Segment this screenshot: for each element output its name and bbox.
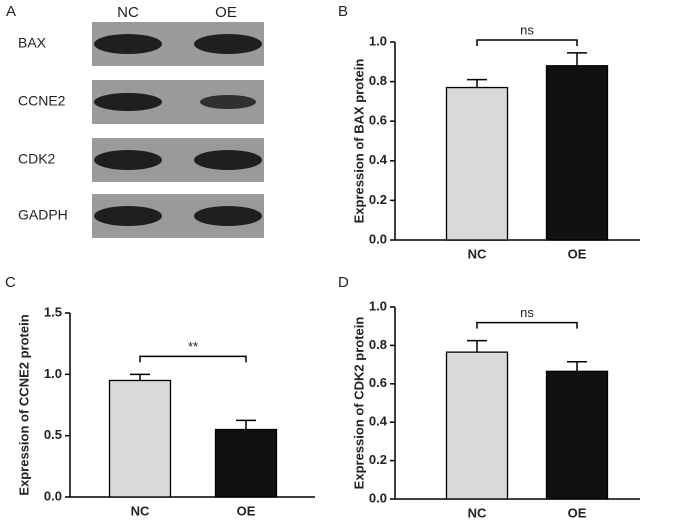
blot-row-label: CDK2 xyxy=(18,151,56,167)
significance-label: ns xyxy=(520,305,534,320)
y-tick-label: 0.2 xyxy=(369,452,387,467)
y-tick-label: 1.5 xyxy=(44,304,62,319)
y-axis-label: Expression of CCNE2 protein xyxy=(16,314,31,495)
y-tick-label: 0.8 xyxy=(369,73,387,88)
y-tick-label: 0.6 xyxy=(369,375,387,390)
y-tick-label: 1.0 xyxy=(369,33,387,48)
y-tick-label: 0.0 xyxy=(369,231,387,246)
x-tick-label: NC xyxy=(468,505,487,520)
blot-band xyxy=(94,34,162,54)
x-tick-label: NC xyxy=(468,246,487,261)
significance-bracket xyxy=(476,39,578,46)
y-tick-label: 0.0 xyxy=(369,490,387,505)
blot-row-label: GADPH xyxy=(18,207,68,223)
y-tick-label: 0.6 xyxy=(369,113,387,128)
y-tick-label: 1.0 xyxy=(44,366,62,381)
bar xyxy=(214,428,278,498)
western-blot xyxy=(92,22,264,238)
y-tick-label: 0.8 xyxy=(369,337,387,352)
blot-row-label: CCNE2 xyxy=(18,93,66,109)
y-tick-label: 0.0 xyxy=(44,488,62,503)
significance-bracket xyxy=(476,321,578,329)
panel-label: D xyxy=(338,274,349,291)
y-axis-label: Expression of CDK2 protein xyxy=(351,317,366,490)
blot-band xyxy=(194,150,262,170)
y-tick-label: 0.4 xyxy=(369,414,388,429)
bar xyxy=(545,370,609,500)
y-tick-label: 0.5 xyxy=(44,427,62,442)
y-tick-label: 0.4 xyxy=(369,152,388,167)
blot-row-label: BAX xyxy=(18,35,47,51)
blot-band xyxy=(194,206,262,226)
y-axis-label: Expression of BAX protein xyxy=(351,59,366,224)
blot-band xyxy=(94,93,162,111)
y-tick-label: 1.0 xyxy=(369,298,387,313)
panel-label: B xyxy=(338,3,348,20)
x-tick-label: OE xyxy=(237,503,256,518)
y-tick-label: 0.2 xyxy=(369,192,387,207)
blot-column: NC xyxy=(117,4,139,21)
significance-label: ** xyxy=(188,339,198,354)
significance-bracket xyxy=(139,355,247,363)
bar xyxy=(445,86,509,241)
significance-label: ns xyxy=(520,22,534,37)
blot-band xyxy=(194,34,262,54)
blot-column: OE xyxy=(215,4,237,21)
bar xyxy=(545,65,609,241)
x-tick-label: OE xyxy=(568,246,587,261)
panel-label: C xyxy=(5,274,16,291)
bar xyxy=(108,379,172,498)
x-tick-label: NC xyxy=(131,503,150,518)
blot-band xyxy=(94,150,162,170)
panel-label: A xyxy=(6,3,16,20)
blot-band xyxy=(94,206,162,226)
x-tick-label: OE xyxy=(568,505,587,520)
blot-band xyxy=(200,95,256,109)
bar xyxy=(445,351,509,500)
